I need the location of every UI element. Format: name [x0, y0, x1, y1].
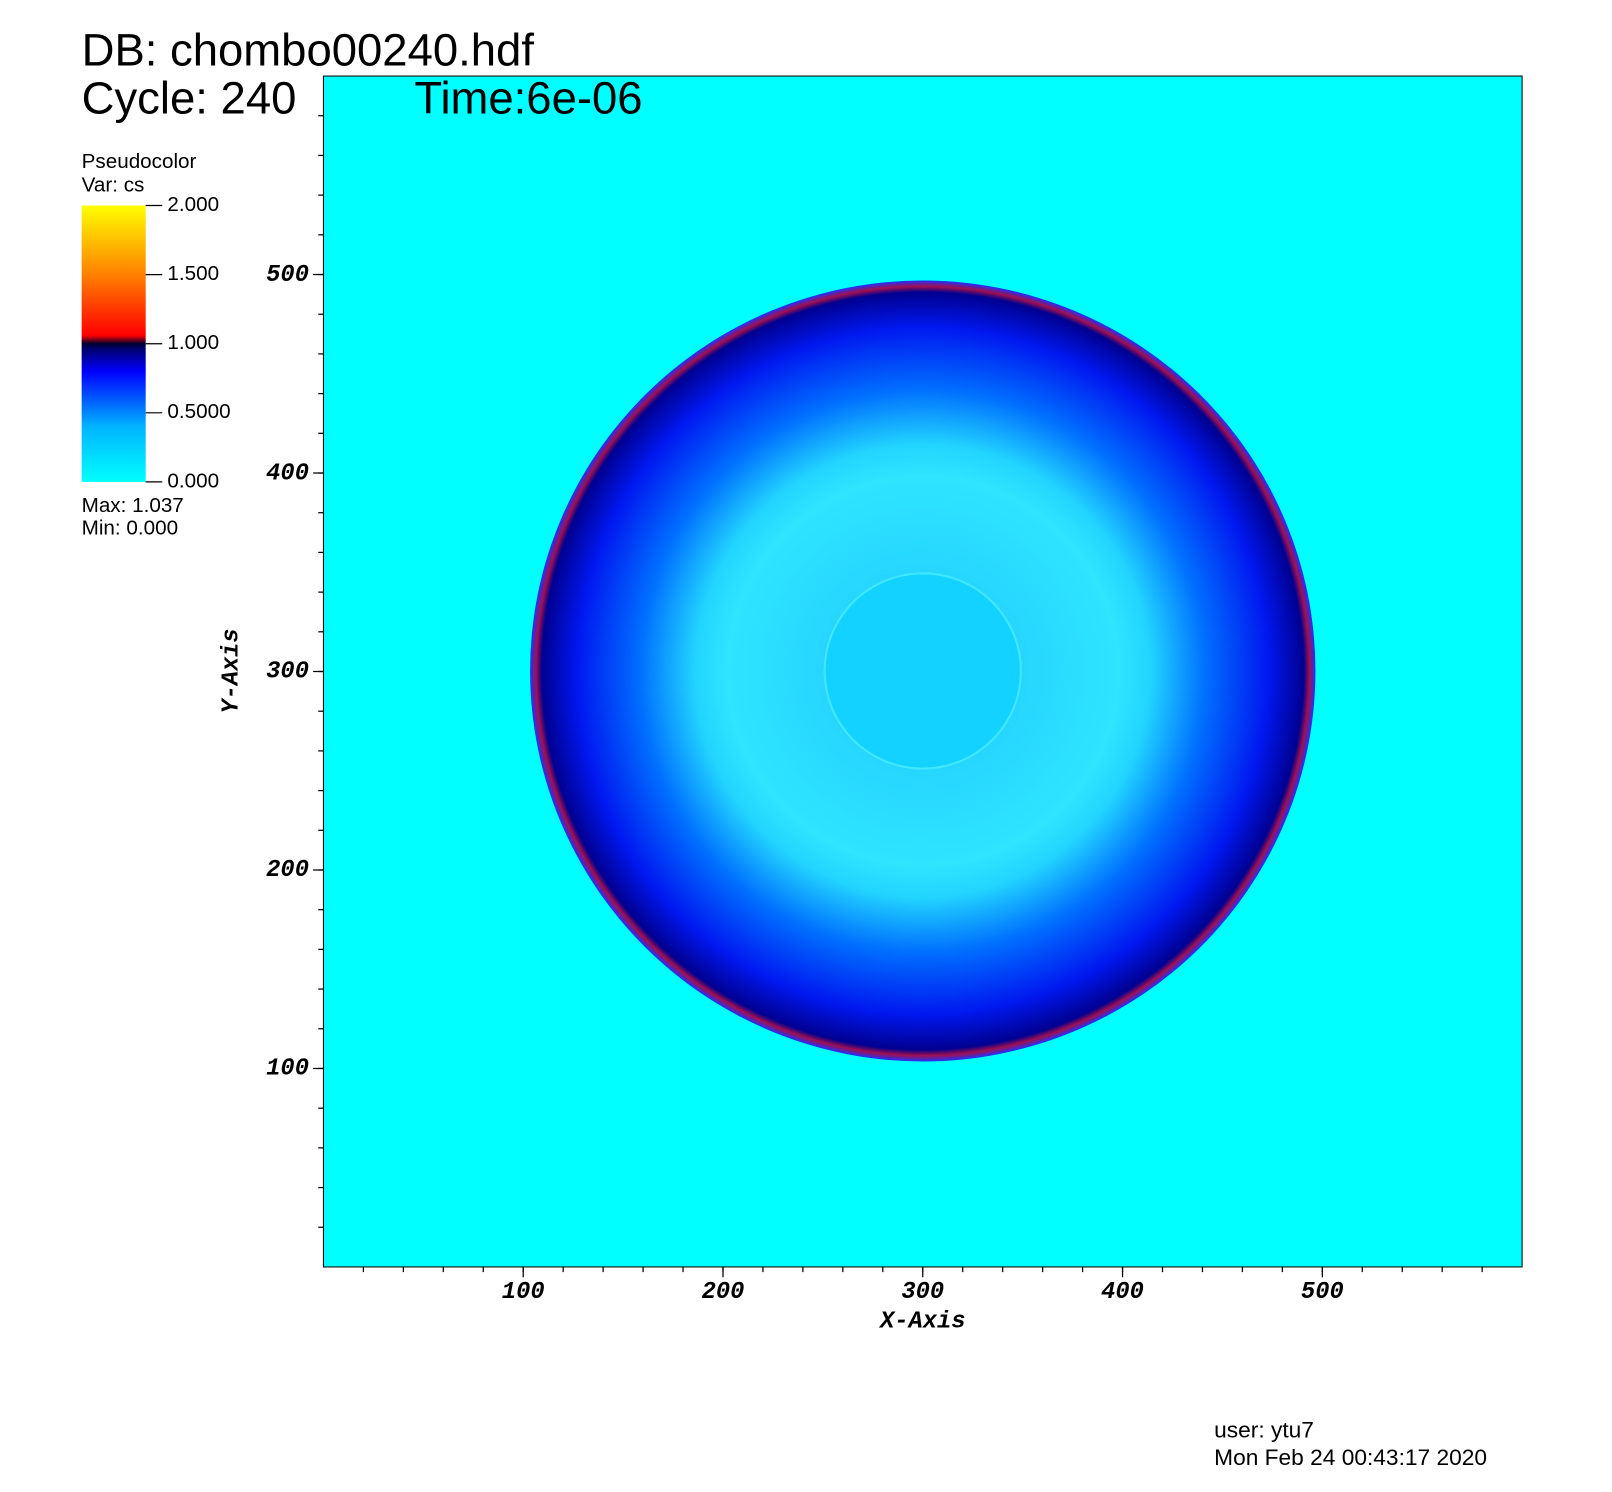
colorbar-tick-label: 2.000	[167, 193, 219, 216]
y-tick-label: 200	[266, 857, 309, 884]
y-tick-label: 300	[266, 659, 309, 686]
legend-min: Min: 0.000	[82, 517, 178, 540]
y-axis-title: Y-Axis	[219, 628, 246, 713]
y-tick-label: 400	[266, 460, 309, 487]
x-tick-label: 500	[1301, 1279, 1344, 1306]
color-bar	[81, 205, 146, 482]
inner-core	[823, 572, 1022, 770]
user-label: user: ytu7	[1214, 1416, 1314, 1442]
x-tick-label: 200	[702, 1279, 745, 1306]
database-label: DB: chombo00240.hdf	[82, 24, 535, 75]
y-tick-label: 100	[266, 1056, 309, 1083]
x-tick-label: 400	[1101, 1279, 1144, 1306]
time-label: Time:6e-06	[414, 73, 642, 124]
x-tick-label: 300	[901, 1279, 944, 1306]
colorbar-tick-label: 0.000	[167, 469, 219, 492]
colorbar-tick-label: 1.500	[167, 262, 219, 285]
legend-variable: Var: cs	[82, 173, 145, 196]
x-axis-title: X-Axis	[878, 1309, 966, 1336]
colorbar-tick-label: 1.000	[167, 331, 219, 354]
x-tick-label: 100	[502, 1279, 545, 1306]
colorbar-tick-label: 0.5000	[167, 400, 230, 423]
legend-max: Max: 1.037	[82, 494, 184, 517]
cycle-label: Cycle: 240	[82, 73, 297, 124]
date-label: Mon Feb 24 00:43:17 2020	[1214, 1444, 1487, 1470]
y-tick-label: 500	[266, 262, 309, 289]
legend-title: Pseudocolor	[82, 150, 197, 173]
